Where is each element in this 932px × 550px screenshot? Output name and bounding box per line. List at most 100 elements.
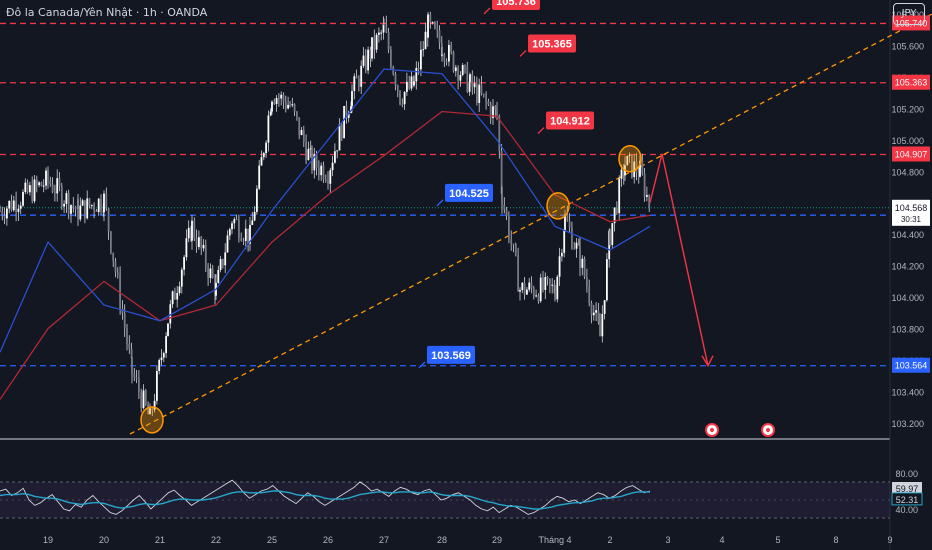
svg-text:52.31: 52.31 bbox=[896, 495, 919, 505]
candle bbox=[313, 147, 316, 179]
highlight-circle[interactable] bbox=[546, 192, 570, 220]
candle bbox=[595, 302, 597, 322]
candle bbox=[1, 206, 4, 221]
rsi-value-label: 59.97 bbox=[892, 482, 922, 494]
candle bbox=[300, 126, 303, 136]
candle bbox=[119, 266, 121, 315]
candle bbox=[345, 100, 348, 124]
candle bbox=[628, 152, 631, 163]
dashed-trendline[interactable] bbox=[129, 13, 932, 435]
candle bbox=[200, 235, 203, 256]
candle bbox=[77, 193, 79, 226]
x-tick-label: 9 bbox=[887, 535, 892, 545]
level-tag[interactable]: 104.525 bbox=[436, 183, 493, 207]
candle bbox=[637, 165, 640, 184]
x-tick-label: 27 bbox=[379, 535, 389, 545]
y-tick-label: 105.200 bbox=[891, 104, 924, 114]
candle bbox=[340, 122, 343, 141]
candle bbox=[329, 167, 332, 193]
candle bbox=[249, 216, 251, 251]
candle bbox=[471, 70, 474, 95]
candle bbox=[371, 37, 373, 62]
candle bbox=[0, 205, 1, 212]
level-tag-label: 105.365 bbox=[532, 38, 572, 50]
candle bbox=[530, 276, 533, 294]
candle bbox=[501, 186, 503, 214]
candle bbox=[603, 300, 606, 320]
candle bbox=[128, 335, 131, 354]
y-tick-label: 103.200 bbox=[891, 419, 924, 429]
candle bbox=[466, 61, 469, 93]
candle bbox=[417, 61, 420, 75]
event-marker-icon[interactable] bbox=[761, 423, 775, 437]
candle bbox=[318, 160, 320, 181]
candle bbox=[8, 200, 11, 214]
candle bbox=[338, 118, 341, 151]
candle bbox=[296, 111, 298, 121]
candle bbox=[510, 230, 513, 251]
currency-button[interactable]: JPY bbox=[893, 3, 925, 25]
candle bbox=[424, 22, 427, 50]
candle bbox=[158, 358, 161, 375]
candle bbox=[56, 169, 59, 202]
candles bbox=[0, 11, 651, 416]
candle bbox=[375, 32, 378, 53]
candle bbox=[413, 75, 415, 88]
candle bbox=[532, 285, 535, 300]
highlight-circle[interactable] bbox=[140, 406, 164, 434]
candle bbox=[622, 164, 625, 185]
candle bbox=[271, 100, 273, 115]
y-tick-label: 105.000 bbox=[891, 136, 924, 146]
candle bbox=[293, 103, 296, 116]
candle bbox=[262, 151, 265, 161]
level-tag[interactable]: 105.736 bbox=[483, 0, 540, 15]
candle bbox=[190, 225, 192, 242]
candle bbox=[492, 99, 494, 125]
candle bbox=[322, 161, 325, 183]
candle bbox=[469, 72, 471, 84]
candle bbox=[519, 287, 521, 301]
rsi-tick-label: 40.00 bbox=[895, 505, 918, 515]
candle bbox=[464, 64, 466, 74]
candle bbox=[244, 219, 247, 250]
x-tick-label: Tháng 4 bbox=[538, 535, 571, 545]
candle bbox=[616, 201, 618, 216]
y-tick-label: 105.800 bbox=[891, 10, 924, 20]
candle bbox=[577, 238, 580, 246]
candle bbox=[631, 154, 633, 179]
x-tick-label: 19 bbox=[43, 535, 53, 545]
candle bbox=[535, 289, 537, 298]
candle bbox=[358, 75, 360, 92]
candle bbox=[427, 11, 429, 39]
candle bbox=[176, 286, 179, 308]
candle bbox=[597, 302, 600, 325]
x-tick-label: 5 bbox=[775, 535, 780, 545]
candle bbox=[171, 290, 174, 309]
candle bbox=[461, 63, 464, 77]
candle bbox=[224, 243, 227, 273]
candle bbox=[219, 255, 222, 273]
level-tag[interactable]: 104.912 bbox=[537, 111, 594, 134]
candle bbox=[103, 190, 105, 222]
candle bbox=[305, 134, 307, 165]
candle bbox=[133, 368, 136, 382]
candle bbox=[258, 159, 261, 191]
level-tag[interactable]: 103.569 bbox=[418, 345, 475, 369]
candle bbox=[408, 75, 411, 90]
projection-arrow[interactable] bbox=[649, 153, 709, 366]
level-tag[interactable]: 105.365 bbox=[519, 34, 576, 57]
candle bbox=[336, 150, 339, 159]
ma-slow-line bbox=[0, 110, 651, 400]
candle bbox=[573, 241, 576, 250]
y-tick-label: 103.400 bbox=[891, 388, 924, 398]
candle bbox=[17, 204, 20, 221]
candle bbox=[302, 125, 305, 148]
event-marker-icon[interactable] bbox=[705, 423, 719, 437]
highlight-circle[interactable] bbox=[618, 144, 642, 173]
current-price-label: 104.568 30:31 bbox=[892, 199, 930, 226]
candle bbox=[360, 60, 363, 95]
candle bbox=[231, 221, 233, 235]
candle bbox=[251, 211, 254, 226]
y-tick-label: 104.200 bbox=[891, 262, 924, 272]
